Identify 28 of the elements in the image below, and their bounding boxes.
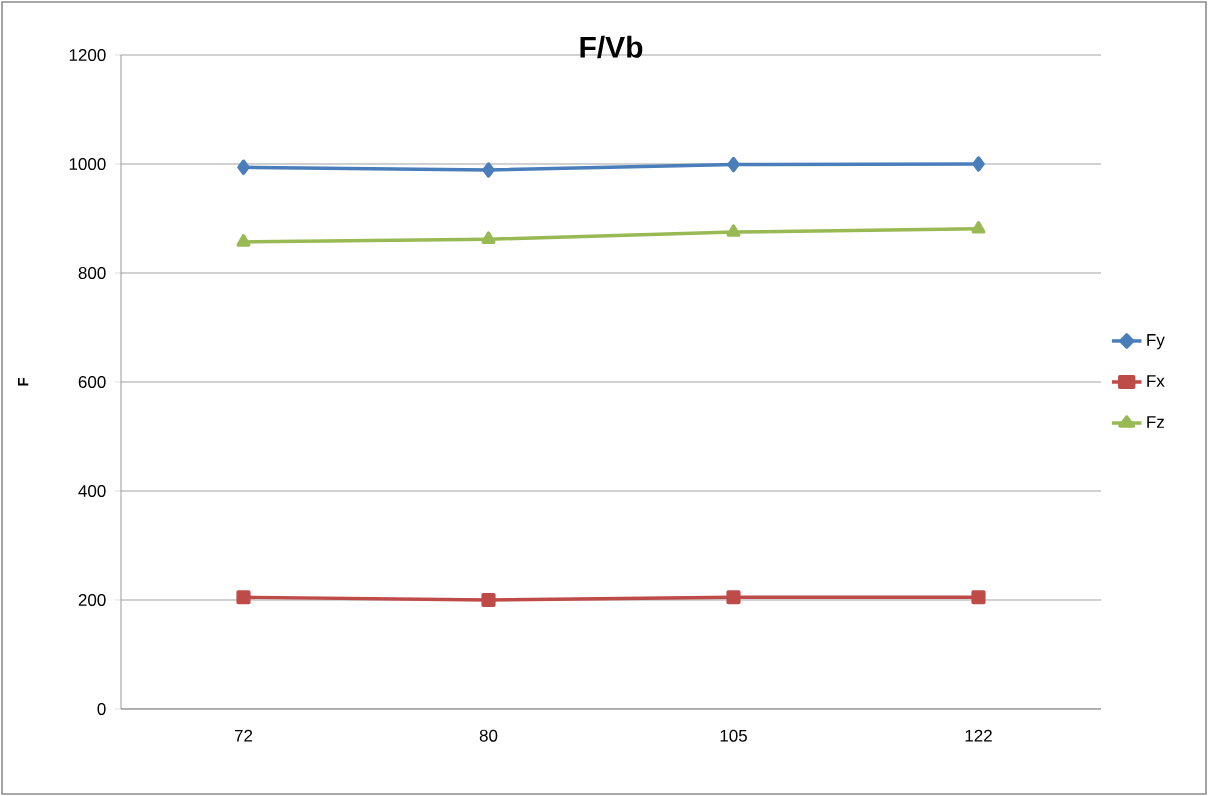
legend-label: Fz — [1147, 416, 1164, 428]
y-tick-label: 200 — [78, 593, 106, 607]
point — [971, 590, 986, 605]
legend-label: Fy — [1147, 334, 1165, 350]
point — [481, 592, 496, 608]
y-tick-label: 400 — [78, 484, 106, 498]
legend-label: Fx — [1147, 375, 1165, 387]
point — [972, 156, 985, 172]
x-tick-label: 80 — [479, 729, 498, 742]
x-tick-label: 122 — [965, 729, 992, 742]
y-tick-label: 1200 — [69, 48, 106, 62]
x-tick-label: 105 — [720, 729, 747, 742]
y-axis-title: F — [17, 377, 29, 386]
point — [237, 159, 250, 176]
x-tick-label: 72 — [234, 729, 253, 742]
point — [236, 234, 251, 247]
point — [481, 231, 496, 244]
y-tick-label: 600 — [78, 375, 106, 389]
point — [971, 221, 986, 234]
point — [726, 224, 741, 237]
point — [727, 156, 740, 173]
point — [482, 162, 495, 178]
point — [726, 590, 741, 605]
y-tick-label: 0 — [97, 702, 106, 715]
y-tick-label: 1000 — [69, 157, 106, 171]
chart-title: F/Vb — [580, 35, 643, 59]
point — [236, 590, 251, 605]
y-tick-label: 800 — [78, 266, 106, 280]
